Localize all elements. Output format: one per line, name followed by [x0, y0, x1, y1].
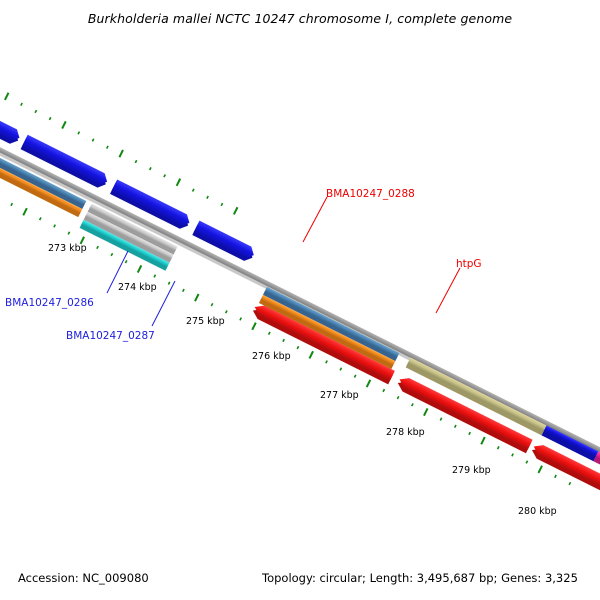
track-group-0286[interactable]: [0, 138, 87, 218]
gene-arrow-red-0288[interactable]: [250, 302, 395, 385]
page-title: Burkholderia mallei NCTC 10247 chromosom…: [87, 11, 513, 26]
gene-arrow-blue-c[interactable]: [110, 179, 192, 232]
track-gray-0287[interactable]: [87, 203, 178, 255]
tick-label-278: 278 kbp: [386, 427, 425, 438]
track-orange-0288[interactable]: [258, 294, 396, 370]
feature-label-htpg[interactable]: htpG: [456, 258, 482, 270]
track-blue-segment[interactable]: [541, 425, 599, 462]
gene-feature-group-left[interactable]: [0, 108, 257, 264]
gene-arrow-red-htpg-2[interactable]: [530, 442, 600, 491]
tick-label-279: 279 kbp: [452, 465, 491, 476]
track-gray2-0287[interactable]: [83, 211, 174, 263]
leader-line-0287: [151, 280, 176, 327]
tick-label-275: 275 kbp: [186, 316, 225, 327]
gene-arrow-red-htpg-1[interactable]: [395, 375, 533, 454]
tick-label-276: 276 kbp: [252, 351, 291, 362]
label-leader-lines: [106, 196, 461, 327]
leader-line-htpg: [435, 267, 461, 314]
gene-arrow-blue-d[interactable]: [192, 220, 256, 264]
track-orange-0286[interactable]: [0, 146, 83, 218]
ruler-ticks-upper: [4, 92, 239, 215]
feature-label-bma10247-0287[interactable]: BMA10247_0287: [66, 330, 155, 342]
track-group-0287[interactable]: [79, 203, 178, 271]
feature-label-bma10247-0288[interactable]: BMA10247_0288: [326, 188, 415, 200]
footer-accession: Accession: NC_009080: [18, 571, 149, 585]
gene-feature-0288[interactable]: [250, 286, 402, 385]
tick-label-274: 274 kbp: [118, 282, 157, 293]
feature-label-bma10247-0286[interactable]: BMA10247_0286: [5, 297, 94, 309]
leader-line-0288: [302, 196, 328, 243]
ruler-ticks: [10, 202, 572, 486]
tick-label-273: 273 kbp: [48, 243, 87, 254]
footer-topology: Topology: circular; Length: 3,495,687 bp…: [262, 571, 578, 585]
tick-label-277: 277 kbp: [320, 390, 359, 401]
gene-feature-htpg[interactable]: [395, 357, 600, 523]
tick-label-280: 280 kbp: [518, 506, 557, 517]
track-steelblue-0288[interactable]: [262, 286, 400, 362]
gene-arrow-blue-b[interactable]: [20, 134, 110, 190]
track-cyan-0287[interactable]: [79, 219, 170, 271]
track-steelblue-0286[interactable]: [0, 138, 87, 210]
leader-line-0286: [106, 250, 129, 294]
track-khaki-htpg[interactable]: [405, 357, 547, 436]
gene-arrow-blue-a[interactable]: [0, 108, 22, 147]
